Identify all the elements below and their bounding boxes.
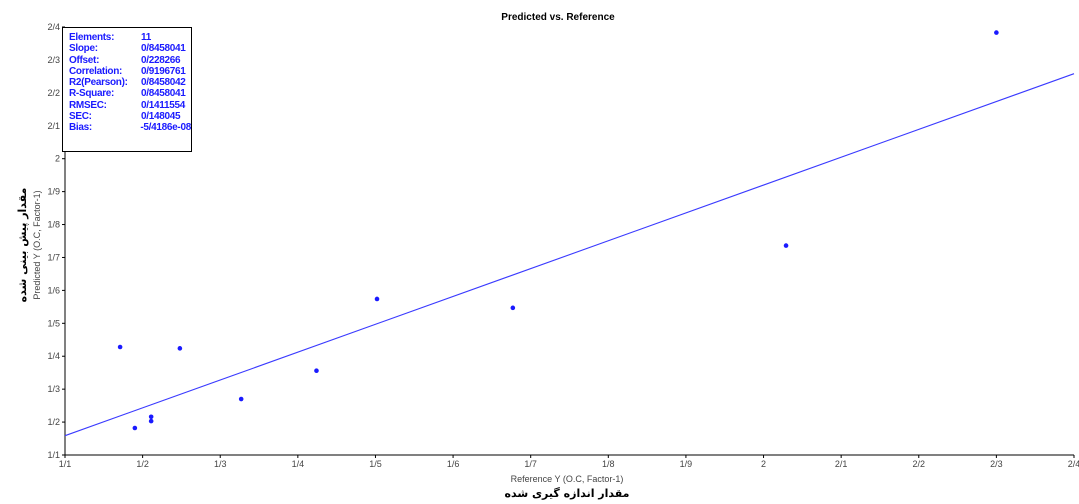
y-tick-label: 2/1	[47, 121, 60, 131]
data-point	[117, 344, 123, 350]
y-axis-ticks: 1/1 1/2 1/3 1/4 1/5 1/6 1/7 1/8 1/9 2 2/1 2/2 2/3 2/4	[47, 22, 65, 460]
stat-label: R2(Pearson):	[69, 77, 128, 89]
stat-row: Slope: 0/8458041	[69, 43, 191, 54]
chart-title: Predicted vs. Reference	[501, 12, 615, 23]
y-axis-label: Predicted Y (O.C, Factor-1)	[32, 190, 42, 299]
regression-line-group	[64, 73, 1075, 437]
regression-line	[64, 73, 1075, 437]
y-tick-label: 2	[55, 154, 60, 164]
stat-label: RMSEC:	[69, 99, 107, 111]
stat-row: Correlation: 0/9196761	[69, 66, 191, 77]
y-tick-label: 2/4	[47, 22, 60, 32]
data-point	[994, 30, 999, 35]
y-tick-label: 1/8	[47, 220, 60, 230]
stat-label: R-Square:	[69, 88, 115, 100]
stat-label: Bias:	[69, 122, 92, 134]
y-tick-label: 1/6	[47, 285, 60, 295]
data-points	[117, 30, 999, 431]
x-tick-label: 2/4	[1068, 459, 1079, 469]
stat-row: SEC: 0/148045	[69, 111, 191, 122]
y-tick-label: 1/5	[47, 318, 60, 328]
y-tick-label: 1/3	[47, 384, 60, 394]
x-tick-label: 1/4	[292, 459, 305, 469]
x-axis-label-fa: مقدار اندازه گیری شده	[504, 487, 629, 500]
y-tick-label: 2/2	[47, 88, 60, 98]
x-tick-label: 2/2	[913, 459, 926, 469]
stat-value: 0/148045	[141, 111, 181, 123]
data-point	[148, 414, 154, 420]
stat-value: 0/8458041	[141, 88, 186, 100]
x-tick-label: 1/5	[369, 459, 382, 469]
y-axis-label-fa: مقدار پیش بینی شده	[16, 188, 29, 303]
x-tick-label: 1/7	[524, 459, 537, 469]
x-axis-label: Reference Y (O.C, Factor-1)	[511, 474, 624, 484]
y-tick-label: 1/4	[47, 351, 60, 361]
x-axis-ticks: 1/1 1/2 1/3 1/4 1/5 1/6 1/7 1/8 1/9 2 2/1 2/2 2/3 2/4	[59, 455, 1079, 469]
data-point	[374, 296, 380, 302]
x-tick-label: 2/1	[835, 459, 848, 469]
x-tick-label: 1/8	[602, 459, 615, 469]
x-tick-label: 1/2	[136, 459, 149, 469]
y-tick-label: 2/3	[47, 55, 60, 65]
axes	[64, 27, 1074, 456]
x-tick-label: 2/3	[990, 459, 1003, 469]
stat-row: Elements: 11	[69, 32, 191, 43]
stat-value: 0/228266	[141, 54, 181, 66]
y-tick-label: 1/7	[47, 252, 60, 262]
stat-value: 0/1411554	[141, 99, 186, 111]
stat-row: R-Square: 0/8458041	[69, 88, 191, 99]
stat-label: Correlation:	[69, 65, 123, 77]
data-point	[132, 425, 138, 431]
stat-label: Offset:	[69, 54, 100, 66]
x-tick-label: 1/1	[59, 459, 72, 469]
stat-label: Elements:	[69, 32, 115, 43]
y-tick-label: 1/2	[47, 417, 60, 427]
regression-stats-box: Elements: 11 Slope: 0/8458041 Offset: 0/22826…	[62, 27, 192, 152]
stat-value: 0/9196761	[141, 65, 186, 77]
data-point	[510, 305, 516, 311]
data-point	[148, 418, 154, 424]
stat-value: 0/8458041	[141, 43, 186, 55]
stat-label: SEC:	[69, 111, 92, 123]
stat-value: 0/8458042	[141, 77, 186, 89]
stat-row: Bias: -5/4186e-08	[69, 122, 191, 133]
stat-row: Offset: 0/228266	[69, 55, 191, 66]
stat-value: 11	[141, 32, 151, 43]
x-tick-label: 1/9	[680, 459, 693, 469]
x-tick-label: 2	[761, 459, 766, 469]
stat-row: R2(Pearson): 0/8458042	[69, 77, 191, 88]
x-tick-label: 1/6	[447, 459, 460, 469]
y-tick-label: 1/9	[47, 187, 60, 197]
y-tick-label: 1/1	[47, 450, 60, 460]
data-point	[177, 346, 183, 351]
x-tick-label: 1/3	[214, 459, 227, 469]
stat-value: -5/4186e-08	[140, 122, 191, 134]
stat-label: Slope:	[69, 43, 98, 55]
data-point	[238, 396, 244, 402]
data-point	[783, 243, 789, 248]
stat-row: RMSEC: 0/1411554	[69, 100, 191, 111]
data-point	[314, 368, 319, 374]
